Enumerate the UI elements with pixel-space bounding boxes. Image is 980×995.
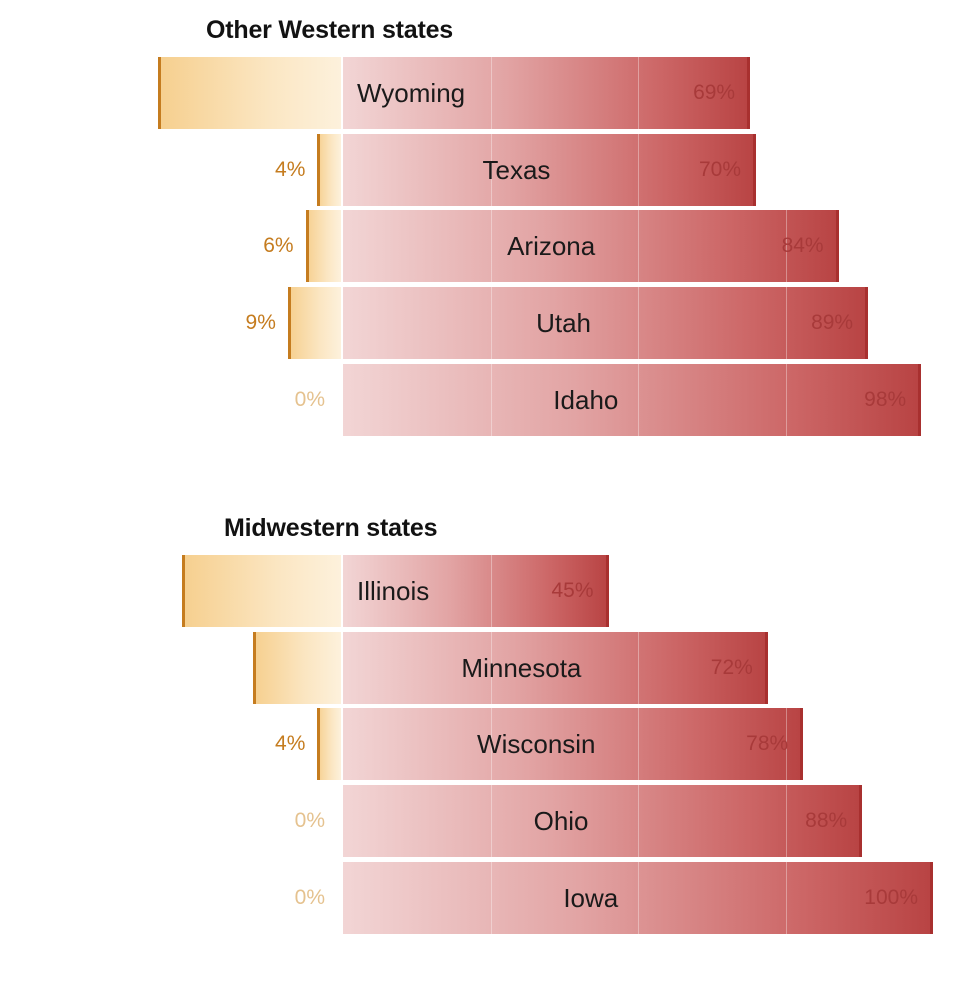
gridline <box>638 363 639 436</box>
left-bar <box>158 57 341 129</box>
right-bar <box>343 785 863 858</box>
right-bar-edge <box>918 363 922 436</box>
state-label: Idaho <box>553 384 619 415</box>
right-value-label: 72% <box>710 655 753 679</box>
left-bar-edge <box>158 57 162 129</box>
right-value-label: 88% <box>805 809 848 833</box>
right-bar <box>343 57 751 129</box>
gridline <box>638 785 639 858</box>
gridline <box>490 287 492 360</box>
right-bar-edge <box>605 555 609 627</box>
right-value-label: 100% <box>864 885 918 909</box>
state-label: Ohio <box>533 806 589 837</box>
state-label: Minnesota <box>461 652 582 683</box>
gridline <box>638 133 639 206</box>
right-bar <box>343 555 609 627</box>
left-value-label: 6% <box>263 234 294 258</box>
right-bar <box>343 363 922 436</box>
left-bar-edge <box>317 708 321 781</box>
left-bar-edge <box>252 631 256 704</box>
right-value-label: 89% <box>811 311 854 335</box>
left-bar <box>181 555 341 627</box>
left-bar <box>317 708 341 781</box>
gridline <box>490 133 492 206</box>
bar-row: 4% Wisconsin 78% <box>0 708 980 781</box>
gridline <box>490 555 492 627</box>
gridline <box>785 785 787 858</box>
gridline <box>490 57 492 129</box>
right-bar-edge <box>747 57 751 129</box>
bar-row: 6% Arizona 84% <box>0 210 980 283</box>
right-bar-edge <box>764 631 768 704</box>
gridline <box>490 631 492 704</box>
right-bar <box>343 210 839 283</box>
right-value-label: 69% <box>693 81 736 104</box>
left-bar <box>252 631 341 704</box>
left-value-label: 4% <box>275 157 306 181</box>
left-bar-edge <box>181 555 185 627</box>
right-bar <box>343 631 768 704</box>
left-value-label: 9% <box>245 311 276 335</box>
gridline <box>490 708 492 781</box>
gridline <box>785 363 787 436</box>
gridline <box>638 210 639 283</box>
gridline <box>785 708 787 781</box>
bar-row: 0% Ohio 88% <box>0 785 980 858</box>
right-bar-edge <box>800 708 804 781</box>
right-bar-edge <box>859 785 863 858</box>
panel-title: Midwestern states <box>224 514 438 542</box>
state-label: Texas <box>482 154 551 185</box>
right-value-label: 70% <box>698 157 741 181</box>
left-bar-edge <box>317 133 321 206</box>
gridline <box>490 210 492 283</box>
left-bar-edge <box>305 210 309 283</box>
left-value-label: 4% <box>275 732 306 756</box>
gridline <box>490 785 492 858</box>
state-label: Arizona <box>507 231 596 262</box>
right-bar <box>343 861 933 934</box>
gridline <box>785 861 787 934</box>
right-value-label: 84% <box>781 234 824 258</box>
bar-row: 0% Idaho 98% <box>0 363 980 436</box>
right-bar <box>343 133 756 206</box>
gridline <box>490 861 492 934</box>
gridline <box>785 210 787 283</box>
right-value-label: 78% <box>746 732 789 756</box>
left-bar <box>317 133 341 206</box>
gridline <box>638 57 639 129</box>
gridline <box>785 287 787 360</box>
right-bar-edge <box>753 133 756 206</box>
left-value-label: 0% <box>294 809 325 833</box>
right-value-label: 98% <box>864 387 907 411</box>
panel-title: Other Western states <box>206 16 454 44</box>
bar-row: 9% Utah 89% <box>0 287 980 360</box>
gridline <box>490 363 492 436</box>
right-value-label: 45% <box>551 579 594 602</box>
right-bar <box>343 708 804 781</box>
state-label: Wisconsin <box>477 729 596 760</box>
right-bar-edge <box>865 287 869 360</box>
gridline <box>638 708 639 781</box>
state-label: Illinois <box>357 576 430 606</box>
right-bar-edge <box>835 210 839 283</box>
bar-row: 4% Texas 70% <box>0 133 980 206</box>
left-bar <box>287 287 341 360</box>
gridline <box>638 861 639 934</box>
left-value-label: 0% <box>294 885 325 909</box>
state-label: Iowa <box>563 882 619 913</box>
state-label: Wyoming <box>357 78 466 108</box>
gridline <box>638 631 639 704</box>
left-bar-edge <box>287 287 291 360</box>
state-label: Utah <box>536 308 591 339</box>
right-bar <box>343 287 869 360</box>
left-value-label: 0% <box>294 387 325 411</box>
gridline <box>638 287 639 360</box>
left-bar <box>305 210 341 283</box>
bar-row: 0% Iowa 100% <box>0 861 980 934</box>
right-bar-edge <box>930 861 933 934</box>
